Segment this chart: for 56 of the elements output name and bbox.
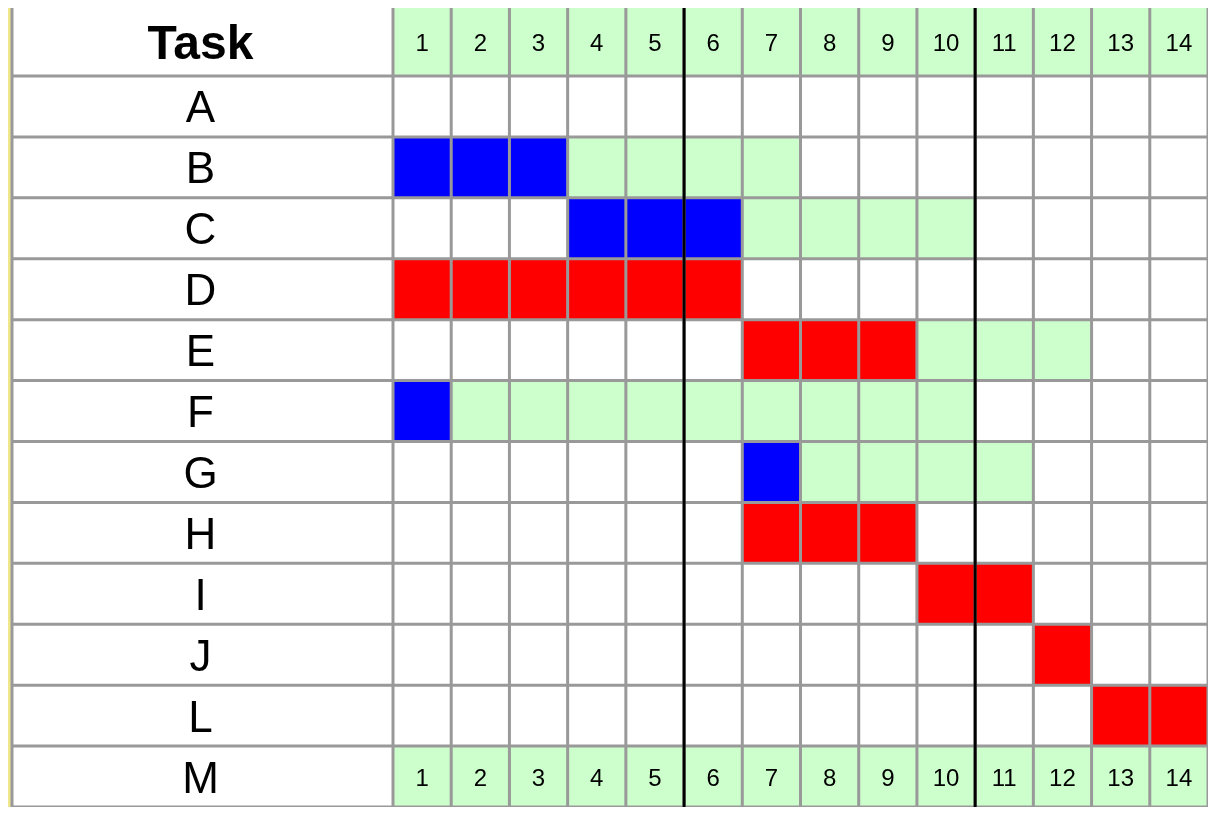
bar [393, 258, 743, 320]
x2-tick-label: 5 [648, 29, 662, 56]
bar [916, 563, 1034, 625]
x-tick-label: 2 [473, 763, 487, 791]
x-tick-label: 6 [706, 763, 720, 791]
y-tick-label: D [184, 265, 217, 315]
y-tick-label: I [194, 569, 207, 619]
x-tick-label: 1 [415, 763, 429, 791]
bar [567, 136, 801, 198]
bar [742, 441, 801, 503]
bar [742, 502, 917, 564]
y-axis-title: Task [147, 16, 254, 69]
bar [742, 319, 917, 381]
bar [393, 136, 568, 198]
bar [800, 441, 1034, 503]
y-tick-label: B [185, 143, 216, 193]
bar [567, 197, 743, 259]
x-tick-label: 11 [991, 763, 1017, 791]
x-tick-label: 3 [531, 763, 546, 791]
y-tick-label: E [185, 326, 216, 376]
x-tick-label: 14 [1165, 763, 1193, 791]
x2-tick-label: 3 [531, 29, 546, 56]
x2-tick-label: 9 [881, 29, 895, 56]
bar [742, 197, 976, 259]
y-tick-label: G [183, 447, 218, 497]
x2-tick-label: 10 [932, 29, 960, 56]
y-tick-label: F [187, 387, 214, 437]
bar [393, 380, 452, 442]
bar [916, 319, 1092, 381]
x-tick-label: 9 [881, 763, 895, 791]
x2-tick-label: 11 [991, 29, 1017, 56]
x-tick-label: 4 [590, 763, 604, 791]
x2-tick-label: 4 [590, 29, 604, 56]
x-tick-label: 12 [1049, 763, 1076, 791]
x-tick-label: 5 [648, 763, 662, 791]
x2-tick-label: 1 [415, 29, 429, 56]
x-tick-label: 7 [764, 763, 779, 791]
x2-tick-label: 2 [473, 29, 487, 56]
x2-tick-label: 8 [822, 29, 837, 56]
x2-tick-label: 7 [764, 29, 779, 56]
y-tick-label: M [182, 752, 219, 802]
x2-tick-label: 13 [1107, 29, 1135, 56]
bar [451, 380, 976, 442]
y-tick-label: A [185, 82, 216, 132]
x-tick-label: 10 [932, 763, 960, 791]
y-tick-label: J [189, 630, 212, 680]
y-tick-label: C [184, 204, 217, 254]
y-tick-label: L [188, 691, 213, 741]
bar [1033, 624, 1092, 686]
x2-tick-label: 14 [1165, 29, 1193, 56]
x-tick-label: 13 [1107, 763, 1135, 791]
y-tick-label: H [184, 508, 217, 558]
bar [1091, 685, 1208, 747]
x2-tick-label: 12 [1049, 29, 1076, 56]
x-tick-label: 8 [822, 763, 837, 791]
x2-tick-label: 6 [706, 29, 720, 56]
